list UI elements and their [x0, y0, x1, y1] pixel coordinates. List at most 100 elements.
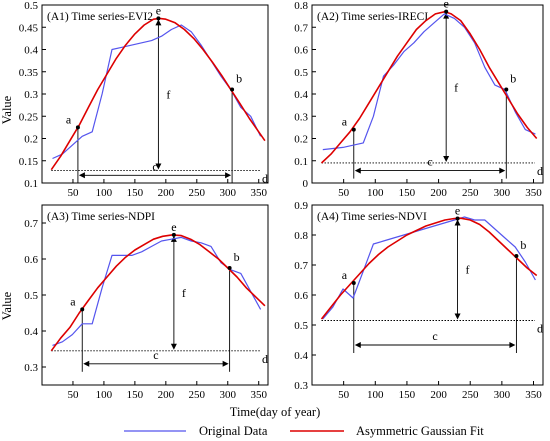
y-tick-label: 0.7 — [294, 260, 308, 272]
x-tick-label: 300 — [494, 389, 511, 401]
series-original-data — [322, 216, 536, 320]
key-point-b — [514, 254, 519, 258]
annotation-label-c: c — [432, 329, 437, 343]
amplitude-arrow-bottom — [155, 163, 162, 170]
y-tick-label: 0.2 — [294, 134, 308, 146]
x-tick-label: 300 — [494, 187, 511, 199]
annotation-label-c: c — [152, 159, 157, 173]
y-axis-title-top: Value — [0, 95, 14, 124]
x-tick-label: 200 — [158, 187, 175, 199]
annotation-label-e: e — [444, 0, 449, 11]
y-tick-label: 0.35 — [19, 67, 39, 79]
x-tick-label: 250 — [462, 187, 479, 199]
annotation-label-e: e — [455, 204, 460, 218]
panel-title: (A3) Time series-NDPI — [47, 211, 155, 223]
annotation-label-d: d — [262, 172, 268, 186]
series-asymmetric-gaussian-fit — [320, 10, 538, 164]
season-length-arrow-left — [354, 342, 361, 349]
legend: Original Data Asymmetric Gaussian Fit — [124, 424, 484, 438]
annotation-label-c: c — [427, 155, 432, 169]
annotation-label-b: b — [234, 250, 240, 264]
y-tick-label: 0.4 — [24, 45, 38, 57]
x-tick-label: 150 — [127, 389, 144, 401]
annotation-label-f: f — [166, 87, 170, 101]
panel-title: (A2) Time series-IRECI — [317, 11, 428, 23]
annotation-label-b: b — [520, 238, 526, 252]
y-tick-label: 0.1 — [294, 156, 308, 168]
y-tick-label: 0.4 — [294, 350, 308, 362]
annotation-label-e: e — [156, 3, 161, 17]
annotation-label-f: f — [454, 80, 458, 94]
season-length-arrow-right — [222, 360, 229, 367]
y-tick-label: 0.6 — [24, 254, 38, 266]
x-tick-label: 350 — [525, 187, 542, 199]
x-tick-label: 150 — [399, 187, 416, 199]
x-tick-label: 250 — [189, 187, 206, 199]
series-original-data — [322, 13, 536, 151]
amplitude-arrow-top — [443, 12, 450, 19]
y-tick-label: 0.25 — [19, 111, 39, 123]
season-length-arrow-left — [78, 172, 85, 179]
x-tick-label: 250 — [189, 389, 206, 401]
amplitude-arrow-bottom — [443, 155, 450, 162]
x-tick-label: 200 — [430, 389, 447, 401]
y-tick-label: 0.9 — [294, 200, 308, 212]
y-tick-label: 0.5 — [294, 320, 308, 332]
y-tick-label: 0.45 — [19, 22, 39, 34]
x-tick-label: 100 — [367, 187, 384, 199]
annotation-label-b: b — [510, 72, 516, 86]
annotation-label-f: f — [182, 286, 186, 300]
x-tick-label: 350 — [250, 389, 267, 401]
x-tick-label: 200 — [158, 389, 175, 401]
amplitude-arrow-top — [454, 219, 461, 226]
series-asymmetric-gaussian-fit — [320, 217, 538, 320]
y-tick-label: 0.15 — [19, 156, 39, 168]
legend-label-original-data: Original Data — [199, 424, 268, 438]
y-axis-title-bottom: Value — [0, 291, 14, 320]
panel-title: (A1) Time series-EVI2 — [47, 11, 153, 23]
annotation-label-d: d — [262, 352, 268, 366]
y-tick-label: 0.8 — [294, 230, 308, 242]
plot-frame — [311, 204, 544, 386]
y-tick-label: 0.4 — [24, 326, 38, 338]
key-point-e — [444, 9, 449, 14]
y-tick-label: 0.6 — [294, 45, 308, 57]
annotation-label-e: e — [171, 220, 176, 234]
annotation-label-a: a — [342, 115, 348, 129]
amplitude-arrow-top — [155, 19, 162, 26]
chart-panel-1: (A1) Time series-EVI2 50 100 150 200 250 300 35… — [19, 0, 269, 199]
x-tick-label: 350 — [250, 187, 267, 199]
y-tick-label: 0.7 — [24, 218, 38, 230]
season-length-arrow-right — [499, 167, 506, 174]
x-tick-label: 150 — [399, 389, 416, 401]
y-tick-label: 0.3 — [294, 380, 308, 392]
panel-title: (A4) Time series-NDVI — [317, 211, 427, 223]
chart-panel-2: (A2) Time series-IRECI 50 100 150 200 250 300 3… — [294, 0, 544, 199]
season-length-arrow-right — [509, 342, 516, 349]
annotation-label-d: d — [537, 322, 543, 336]
annotation-label-a: a — [70, 294, 76, 308]
x-tick-label: 350 — [525, 389, 542, 401]
x-tick-label: 150 — [127, 187, 144, 199]
x-tick-label: 300 — [220, 389, 237, 401]
y-tick-label: 0.6 — [294, 290, 308, 302]
x-tick-label: 100 — [367, 389, 384, 401]
key-point-a — [351, 281, 356, 285]
y-tick-label: 0.2 — [24, 134, 38, 146]
y-tick-label: 0.7 — [294, 22, 308, 34]
y-tick-label: 0.3 — [24, 89, 38, 101]
season-length-arrow-left — [354, 167, 361, 174]
season-length-arrow-left — [83, 360, 90, 367]
x-tick-label: 50 — [67, 389, 79, 401]
key-point-e — [455, 216, 460, 221]
x-tick-label: 50 — [67, 187, 79, 199]
x-tick-label: 100 — [96, 187, 113, 199]
chart-panels: (A1) Time series-EVI2 50 100 150 200 250 300 35… — [19, 0, 544, 401]
annotation-label-b: b — [236, 72, 242, 86]
y-tick-label: 0 — [303, 178, 309, 190]
annotation-label-a: a — [342, 268, 348, 282]
amplitude-arrow-bottom — [170, 343, 177, 350]
x-axis-title: Time(day of year) — [230, 405, 321, 419]
key-point-a — [351, 127, 356, 132]
